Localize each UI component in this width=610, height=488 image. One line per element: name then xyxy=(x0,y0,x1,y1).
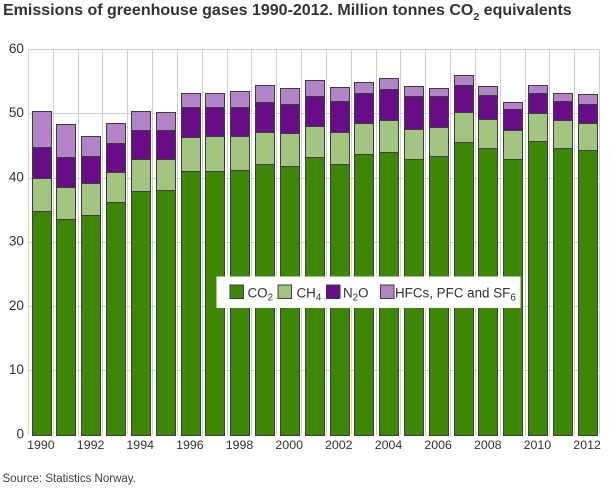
svg-text:N2O: N2O xyxy=(343,286,369,304)
svg-text:1996: 1996 xyxy=(176,438,204,452)
svg-text:2012: 2012 xyxy=(573,438,601,452)
svg-text:0: 0 xyxy=(16,426,24,441)
svg-text:CO2: CO2 xyxy=(248,286,274,304)
svg-text:40: 40 xyxy=(9,169,25,184)
svg-text:20: 20 xyxy=(9,298,25,313)
svg-text:HFCs, PFC and SF6: HFCs, PFC and SF6 xyxy=(395,286,516,304)
svg-text:1992: 1992 xyxy=(77,438,105,452)
svg-text:2010: 2010 xyxy=(524,438,552,452)
svg-text:30: 30 xyxy=(9,234,25,249)
svg-text:1990: 1990 xyxy=(27,438,55,452)
svg-text:2006: 2006 xyxy=(424,438,452,452)
svg-text:60: 60 xyxy=(9,41,25,56)
svg-text:CH4: CH4 xyxy=(297,286,322,304)
svg-text:2000: 2000 xyxy=(275,438,303,452)
svg-text:2004: 2004 xyxy=(375,438,403,452)
svg-text:1998: 1998 xyxy=(226,438,254,452)
svg-text:2008: 2008 xyxy=(474,438,502,452)
svg-text:50: 50 xyxy=(9,105,25,120)
svg-text:2002: 2002 xyxy=(325,438,353,452)
svg-text:1994: 1994 xyxy=(126,438,154,452)
svg-text:10: 10 xyxy=(9,362,25,377)
